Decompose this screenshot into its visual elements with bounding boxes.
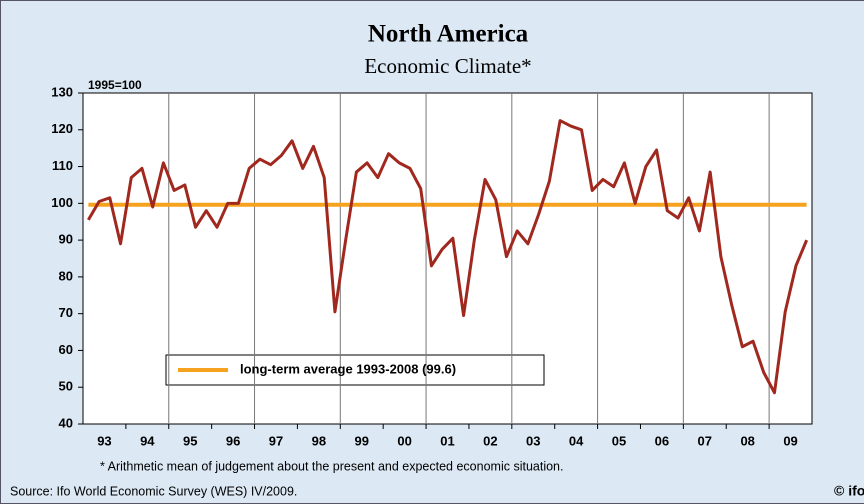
x-tick-label: 99 — [355, 433, 369, 448]
y-tick-label: 130 — [51, 84, 73, 99]
x-tick-label: 93 — [97, 433, 111, 448]
legend-box — [165, 354, 545, 386]
y-tick-label: 40 — [59, 415, 73, 430]
y-tick-label: 60 — [59, 342, 73, 357]
x-tick-label: 03 — [526, 433, 540, 448]
x-tick-label: 04 — [569, 433, 584, 448]
x-tick-label: 95 — [183, 433, 197, 448]
y-tick-label: 120 — [51, 121, 73, 136]
x-tick-label: 06 — [655, 433, 669, 448]
y-tick-label: 70 — [59, 305, 73, 320]
source: Source: Ifo World Economic Survey (WES) … — [10, 484, 297, 498]
x-tick-label: 96 — [226, 433, 240, 448]
x-tick-label: 01 — [440, 433, 454, 448]
x-tick-label: 98 — [312, 433, 326, 448]
y-tick-label: 110 — [52, 158, 73, 173]
y-tick-label: 80 — [59, 268, 73, 283]
footnote: * Arithmetic mean of judgement about the… — [100, 459, 563, 473]
line-series — [87, 119, 809, 395]
axis-note: 1995=100 — [88, 78, 142, 92]
y-tick-label: 50 — [59, 379, 73, 394]
chart-title: North America — [368, 21, 529, 48]
x-tick-label: 09 — [783, 433, 797, 448]
y-tick-label: 100 — [51, 195, 73, 210]
x-tick-label: 05 — [612, 433, 626, 448]
x-tick-label: 94 — [140, 433, 155, 448]
y-tick-label: 90 — [59, 232, 73, 247]
logo: © ifo — [834, 483, 864, 499]
x-tick-label: 97 — [269, 433, 283, 448]
x-tick-label: 08 — [740, 433, 754, 448]
x-tick-label: 07 — [698, 433, 712, 448]
x-tick-label: 02 — [483, 433, 497, 448]
chart-subtitle: Economic Climate* — [364, 54, 531, 78]
legend-label: long-term average 1993-2008 (99.6) — [240, 361, 456, 376]
x-tick-label: 00 — [397, 433, 411, 448]
